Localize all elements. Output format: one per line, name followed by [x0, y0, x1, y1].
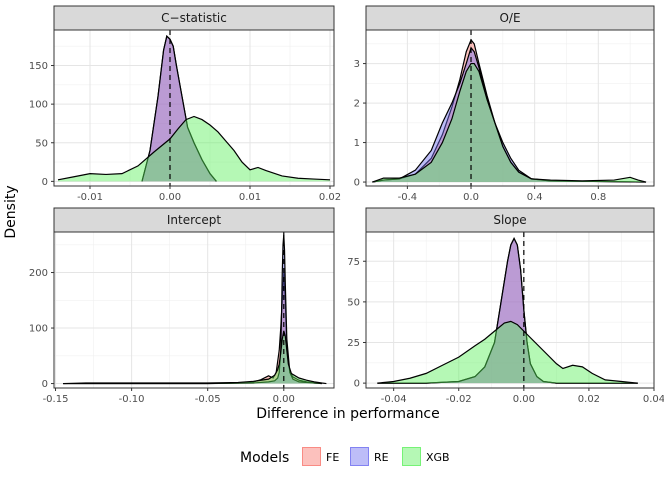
- x-tick-label: 0.02: [578, 394, 600, 405]
- y-tick-label: 0: [354, 178, 360, 189]
- x-tick-label: 0.01: [239, 192, 261, 203]
- x-tick-label: 0.00: [159, 192, 181, 203]
- y-tick-label: 1: [354, 138, 360, 149]
- y-tick-label: 75: [347, 257, 360, 268]
- x-tick-label: 0.0: [463, 192, 479, 203]
- legend-key-bg-re: [350, 447, 369, 466]
- legend-title: Models: [240, 450, 289, 466]
- densities-cstat: [57, 35, 331, 182]
- y-tick-label: 0: [354, 379, 360, 390]
- x-tick-label: 0.4: [527, 192, 543, 203]
- x-tick-label: 0.00: [513, 394, 535, 405]
- density-area-xgb: [58, 116, 330, 182]
- y-tick-label: 3: [354, 59, 360, 70]
- panel-oe: O/E -0.4 0.0 0.4 0.8 0 1 2 3: [354, 5, 655, 203]
- density-line-re: [141, 35, 217, 182]
- panel-title-cstat: C−statistic: [161, 11, 227, 25]
- legend-label-re: RE: [374, 451, 389, 464]
- legend-label-fe: FE: [326, 451, 339, 464]
- panel-border-intercept: [53, 231, 335, 389]
- legend-key-xgb: [402, 447, 421, 466]
- panel-strip-oe: [365, 5, 655, 31]
- x-tick-label: 0.00: [273, 394, 295, 405]
- density-area-fe: [377, 238, 638, 384]
- y-tick-label: 50: [347, 297, 360, 308]
- y-tick-label: 150: [29, 61, 48, 72]
- panel-background-slope: [366, 232, 654, 388]
- x-tick-label: -0.10: [119, 394, 145, 405]
- density-line-re: [63, 234, 322, 385]
- x-tick-label: -0.01: [77, 192, 103, 203]
- density-line-xgb: [372, 62, 647, 183]
- density-area-xgb: [372, 63, 647, 183]
- panel-intercept: Intercept -0.15 -0.10 -0.05 0.00 0 100 200: [29, 207, 335, 405]
- panel-border-slope: [365, 231, 655, 389]
- x-tick-label: 0.8: [590, 192, 606, 203]
- legend-label-xgb: XGB: [426, 451, 450, 464]
- y-tick-label: 200: [29, 268, 48, 279]
- legend: Models FE RE XGB: [240, 447, 450, 466]
- y-tick-label: 0: [42, 379, 48, 390]
- y-tick-label: 0: [42, 177, 48, 188]
- x-tick-label: -0.04: [381, 394, 407, 405]
- density-line-re: [377, 237, 638, 384]
- x-tick-label: 0.02: [319, 192, 341, 203]
- x-tick-label: 0.04: [643, 394, 664, 405]
- x-tick-label: -0.15: [43, 394, 69, 405]
- x-tick-label: -0.4: [398, 192, 418, 203]
- y-tick-label: 2: [354, 99, 360, 110]
- density-line-xgb: [63, 330, 327, 385]
- density-line-xgb: [57, 115, 331, 181]
- x-tick-label: -0.05: [195, 394, 221, 405]
- panel-title-intercept: Intercept: [167, 213, 222, 227]
- density-area-re: [372, 47, 647, 183]
- legend-key-bg-xgb: [402, 447, 421, 466]
- panel-strip-intercept: [53, 207, 335, 233]
- densities-intercept: [63, 234, 327, 385]
- panel-background-intercept: [54, 232, 334, 388]
- legend-key-fe: [302, 447, 321, 466]
- y-tick-label: 100: [29, 100, 48, 111]
- panels: C−statistic-0.01 0.00 0.01 0.02050100150O/E…: [29, 5, 664, 405]
- legend-key-bg-fe: [302, 447, 321, 466]
- x-axis-label: Difference in performance: [256, 406, 440, 422]
- legend-key-re: [350, 447, 369, 466]
- densities-oe: [372, 38, 647, 183]
- panel-slope: Slope -0.04 -0.02 0.00 0.02 0.04 0 25 50 75: [347, 207, 664, 405]
- panel-cstat: C−statistic -0.01 0.00 0.01 0.02 0 50 100 150: [29, 5, 341, 203]
- density-area-xgb: [377, 321, 638, 384]
- y-tick-label: 100: [29, 324, 48, 335]
- x-tick-label: -0.02: [446, 394, 472, 405]
- panel-title-oe: O/E: [499, 11, 520, 25]
- density-area-fe: [142, 36, 217, 182]
- panel-title-slope: Slope: [493, 213, 526, 227]
- y-tick-label: 25: [347, 338, 360, 349]
- panel-strip-cstat: [53, 5, 335, 31]
- panel-background-cstat: [54, 30, 334, 186]
- density-area-re: [142, 36, 217, 182]
- panel-border-oe: [365, 29, 655, 187]
- density-area-re: [377, 238, 638, 384]
- y-tick-label: 50: [35, 138, 48, 149]
- y-axis-label: Density: [3, 185, 19, 238]
- panel-border-cstat: [53, 29, 335, 187]
- panel-strip-slope: [365, 207, 655, 233]
